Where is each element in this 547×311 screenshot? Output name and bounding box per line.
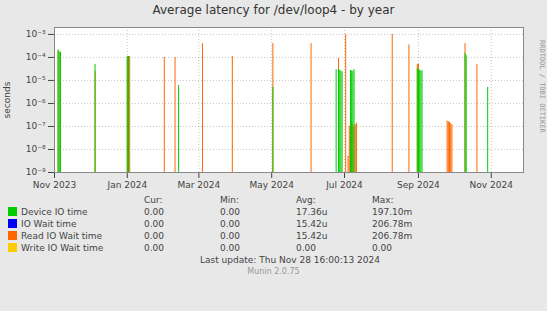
html-text:0.00: 0.00 bbox=[144, 243, 164, 253]
html-text:0.00: 0.00 bbox=[144, 219, 164, 229]
html-text:IO Wait time: IO Wait time bbox=[21, 219, 77, 229]
svg-text:Sep 2024: Sep 2024 bbox=[397, 180, 440, 190]
html-text:15.42u: 15.42u bbox=[296, 219, 328, 229]
html-text:Cur:: Cur: bbox=[144, 195, 163, 205]
html-text:RRDTOOL / TOBI OETIKER: RRDTOOL / TOBI OETIKER bbox=[538, 40, 546, 133]
svg-text:seconds: seconds bbox=[2, 81, 12, 118]
svg-text:May 2024: May 2024 bbox=[250, 180, 295, 190]
html-text:0.00: 0.00 bbox=[296, 243, 316, 253]
html-text:206.78m: 206.78m bbox=[372, 231, 413, 241]
svg-text:10⁻⁹: 10⁻⁹ bbox=[26, 167, 46, 177]
html-text:0.00: 0.00 bbox=[144, 231, 164, 241]
html-text:Average latency for /dev/loop4: Average latency for /dev/loop4 - by year bbox=[152, 3, 395, 17]
html-text:0.00: 0.00 bbox=[220, 243, 240, 253]
html-text:Last update: Thu Nov 28 16:00:: Last update: Thu Nov 28 16:00:13 2024 bbox=[200, 255, 380, 265]
svg-text:Jul 2024: Jul 2024 bbox=[325, 180, 363, 190]
html-text:Device IO time: Device IO time bbox=[21, 207, 88, 217]
html-text:17.36u: 17.36u bbox=[296, 207, 328, 217]
html-text:Avg:: Avg: bbox=[296, 195, 316, 205]
html-text:206.78m: 206.78m bbox=[372, 219, 413, 229]
svg-text:Mar 2024: Mar 2024 bbox=[178, 180, 221, 190]
svg-text:10⁻³: 10⁻³ bbox=[26, 29, 46, 39]
svg-text:10⁻⁵: 10⁻⁵ bbox=[26, 75, 46, 85]
svg-text:Nov 2023: Nov 2023 bbox=[33, 180, 76, 190]
html-text:Min:: Min: bbox=[220, 195, 239, 205]
svg-text:Nov 2024: Nov 2024 bbox=[470, 180, 514, 190]
html-text:15.42u: 15.42u bbox=[296, 231, 328, 241]
svg-text:Jan 2024: Jan 2024 bbox=[106, 180, 147, 190]
html-text:197.10m: 197.10m bbox=[372, 207, 413, 217]
svg-text:10⁻⁶: 10⁻⁶ bbox=[26, 98, 46, 108]
html-text:0.00: 0.00 bbox=[220, 219, 240, 229]
svg-text:10⁻⁸: 10⁻⁸ bbox=[26, 144, 46, 154]
html-text:0.00: 0.00 bbox=[372, 243, 392, 253]
html-text:0.00: 0.00 bbox=[220, 231, 240, 241]
html-text:0.00: 0.00 bbox=[144, 207, 164, 217]
html-text:Munin 2.0.75: Munin 2.0.75 bbox=[247, 267, 300, 276]
svg-text:10⁻⁴: 10⁻⁴ bbox=[26, 52, 46, 62]
html-text:Write IO Wait time: Write IO Wait time bbox=[21, 243, 104, 253]
html-text:Max:: Max: bbox=[372, 195, 394, 205]
html-text:0.00: 0.00 bbox=[220, 207, 240, 217]
html-text:Read IO Wait time: Read IO Wait time bbox=[21, 231, 103, 241]
svg-text:10⁻⁷: 10⁻⁷ bbox=[26, 121, 46, 131]
